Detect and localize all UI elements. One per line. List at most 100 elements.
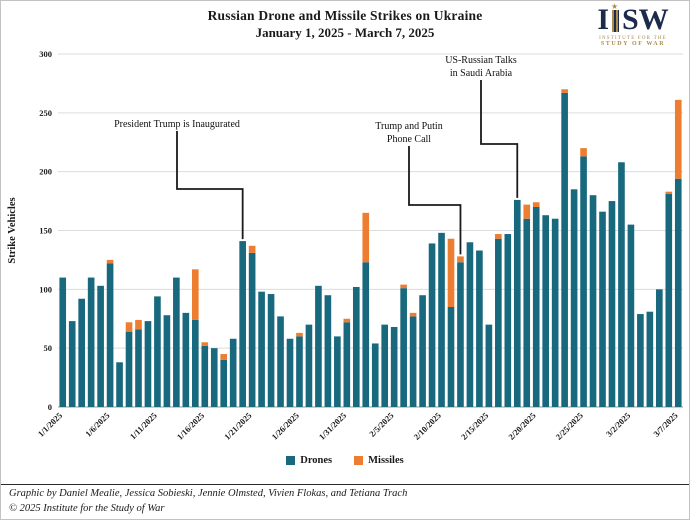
bar-drones-1/7/2025 <box>116 362 123 407</box>
x-tick-label-1/31/2025: 1/31/2025 <box>317 410 348 441</box>
bar-drones-2/2/2025 <box>362 262 370 407</box>
isw-logo-study-text: STUDY OF WAR <box>600 41 666 47</box>
bar-drones-1/28/2025 <box>315 285 322 407</box>
missiles-legend-label: Missiles <box>368 455 404 466</box>
bar-drones-1/6/2025 <box>106 263 114 407</box>
bar-drones-2/6/2025 <box>400 288 407 407</box>
page-title: Russian Drone and Missile Strikes on Ukr… <box>207 8 483 23</box>
bar-missiles-3/7/2025 <box>674 99 682 179</box>
bar-drones-3/5/2025 <box>656 289 663 407</box>
bar-drones-1/30/2025 <box>334 336 341 407</box>
y-axis-label: Strike Vehicles <box>7 197 18 263</box>
bar-drones-2/20/2025 <box>532 206 540 407</box>
missiles-swatch-icon <box>354 456 364 465</box>
page-subtitle: January 1, 2025 - March 7, 2025 <box>255 24 435 40</box>
bar-drones-1/17/2025 <box>210 348 218 407</box>
bar-drones-3/2/2025 <box>627 224 635 407</box>
graphic-credit: Graphic by Daniel Mealie, Jessica Sobies… <box>9 488 408 499</box>
y-tick-label-250: 250 <box>39 108 52 118</box>
bar-drones-3/3/2025 <box>637 314 644 407</box>
y-tick-label-150: 150 <box>39 226 52 236</box>
bar-drones-2/22/2025 <box>551 218 559 407</box>
bar-missiles-1/21/2025 <box>248 245 256 253</box>
bar-drones-1/3/2025 <box>78 298 85 407</box>
legend-item-missiles: Missiles <box>354 455 404 466</box>
bar-missiles-1/26/2025 <box>296 332 303 337</box>
chart-legend: Drones Missiles <box>1 455 689 466</box>
bar-drones-2/19/2025 <box>523 218 531 407</box>
bar-drones-1/19/2025 <box>229 338 237 407</box>
bar-drones-1/4/2025 <box>87 277 95 407</box>
bar-drones-2/8/2025 <box>419 295 426 407</box>
x-tick-label-1/26/2025: 1/26/2025 <box>269 410 300 441</box>
isw-logo-institute-text: INSTITUTE FOR THE <box>599 36 667 41</box>
bar-drones-2/3/2025 <box>371 343 379 407</box>
bar-drones-1/29/2025 <box>324 295 332 407</box>
bar-drones-2/5/2025 <box>390 326 398 407</box>
bar-drones-2/26/2025 <box>589 195 597 407</box>
bar-missiles-1/31/2025 <box>343 318 351 323</box>
bar-drones-2/13/2025 <box>466 242 474 407</box>
x-tick-label-1/1/2025: 1/1/2025 <box>36 410 64 438</box>
x-tick-label-1/11/2025: 1/11/2025 <box>128 410 159 441</box>
strike-vehicles-bar-chart: 0 50 100 150 200 250 300 Strike Vehicles 1/1/202… <box>7 49 683 442</box>
bar-drones-2/14/2025 <box>476 250 483 407</box>
bar-drones-1/24/2025 <box>277 316 284 407</box>
bar-drones-2/18/2025 <box>513 199 521 407</box>
bar-drones-2/27/2025 <box>599 211 606 407</box>
bar-drones-1/2/2025 <box>68 321 76 407</box>
bar-drones-2/11/2025 <box>447 306 455 407</box>
bar-drones-2/1/2025 <box>352 286 360 407</box>
bar-drones-2/23/2025 <box>561 92 568 407</box>
bar-drones-1/9/2025 <box>135 329 142 407</box>
bar-drones-1/16/2025 <box>201 345 209 407</box>
bar-drones-2/9/2025 <box>428 243 436 407</box>
bar-drones-3/1/2025 <box>618 162 625 407</box>
chart-title-block: Russian Drone and Missile Strikes on Ukr… <box>1 8 689 41</box>
x-tick-label-2/15/2025: 2/15/2025 <box>459 410 490 441</box>
annotation-connector-1 <box>176 131 244 240</box>
bar-drones-1/27/2025 <box>305 324 313 407</box>
annotation-connector-2 <box>408 146 462 255</box>
bar-drones-2/17/2025 <box>504 234 512 407</box>
bar-drones-1/11/2025 <box>154 296 161 407</box>
bar-missiles-2/6/2025 <box>400 284 407 289</box>
bar-drones-1/21/2025 <box>248 252 256 407</box>
isw-logo-letters-sw: SW <box>622 3 669 36</box>
drones-legend-label: Drones <box>300 455 333 466</box>
bar-missiles-1/15/2025 <box>191 269 199 320</box>
bar-drones-2/24/2025 <box>570 189 578 407</box>
bar-drones-1/23/2025 <box>267 294 275 407</box>
isw-flag-column-icon <box>611 3 619 32</box>
annotation-connector-3 <box>480 80 519 198</box>
x-tick-label-2/10/2025: 2/10/2025 <box>411 410 442 441</box>
bar-missiles-2/19/2025 <box>523 204 531 219</box>
bar-drones-1/12/2025 <box>163 315 171 407</box>
x-tick-label-3/7/2025: 3/7/2025 <box>651 410 679 438</box>
bar-missiles-2/2/2025 <box>362 212 370 263</box>
y-tick-label-300: 300 <box>39 49 52 59</box>
bar-missiles-1/6/2025 <box>106 259 114 264</box>
bar-drones-1/10/2025 <box>144 321 152 407</box>
bar-drones-2/7/2025 <box>409 316 417 407</box>
bar-drones-2/28/2025 <box>608 201 616 407</box>
bar-drones-3/6/2025 <box>665 194 673 407</box>
bar-missiles-2/12/2025 <box>457 256 464 263</box>
y-tick-label-50: 50 <box>44 343 53 353</box>
bar-drones-1/22/2025 <box>258 291 265 407</box>
copyright-notice: © 2025 Institute for the Study of War <box>9 503 165 514</box>
x-tick-label-1/21/2025: 1/21/2025 <box>222 410 253 441</box>
bar-drones-2/4/2025 <box>381 324 389 407</box>
bar-drones-3/4/2025 <box>646 311 654 407</box>
annotation-text-3: US-Russian Talks <box>445 55 517 66</box>
x-tick-label-1/16/2025: 1/16/2025 <box>175 410 206 441</box>
y-tick-label-200: 200 <box>39 167 52 177</box>
bar-drones-1/13/2025 <box>173 277 180 407</box>
x-tick-label-2/20/2025: 2/20/2025 <box>506 410 537 441</box>
bar-drones-1/20/2025 <box>239 241 246 407</box>
bar-missiles-2/16/2025 <box>495 234 502 239</box>
bar-drones-1/8/2025 <box>125 331 133 407</box>
bar-drones-1/1/2025 <box>59 277 67 407</box>
x-tick-label-1/6/2025: 1/6/2025 <box>83 410 111 438</box>
bar-missiles-2/11/2025 <box>447 238 455 307</box>
